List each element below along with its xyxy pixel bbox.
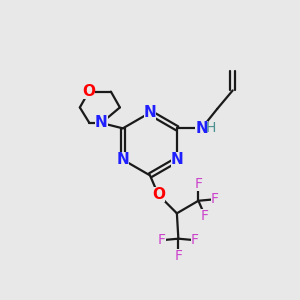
Text: O: O (152, 187, 165, 202)
Text: O: O (82, 84, 95, 99)
Text: N: N (171, 152, 184, 167)
Text: F: F (211, 192, 219, 206)
Text: N: N (116, 152, 129, 167)
Text: F: F (201, 209, 209, 223)
Text: F: F (158, 233, 166, 247)
Text: N: N (95, 116, 108, 130)
Text: F: F (194, 177, 202, 191)
Text: N: N (144, 105, 156, 120)
Text: F: F (191, 233, 199, 247)
Text: F: F (174, 249, 182, 263)
Text: N: N (195, 121, 208, 136)
Text: H: H (206, 121, 216, 135)
